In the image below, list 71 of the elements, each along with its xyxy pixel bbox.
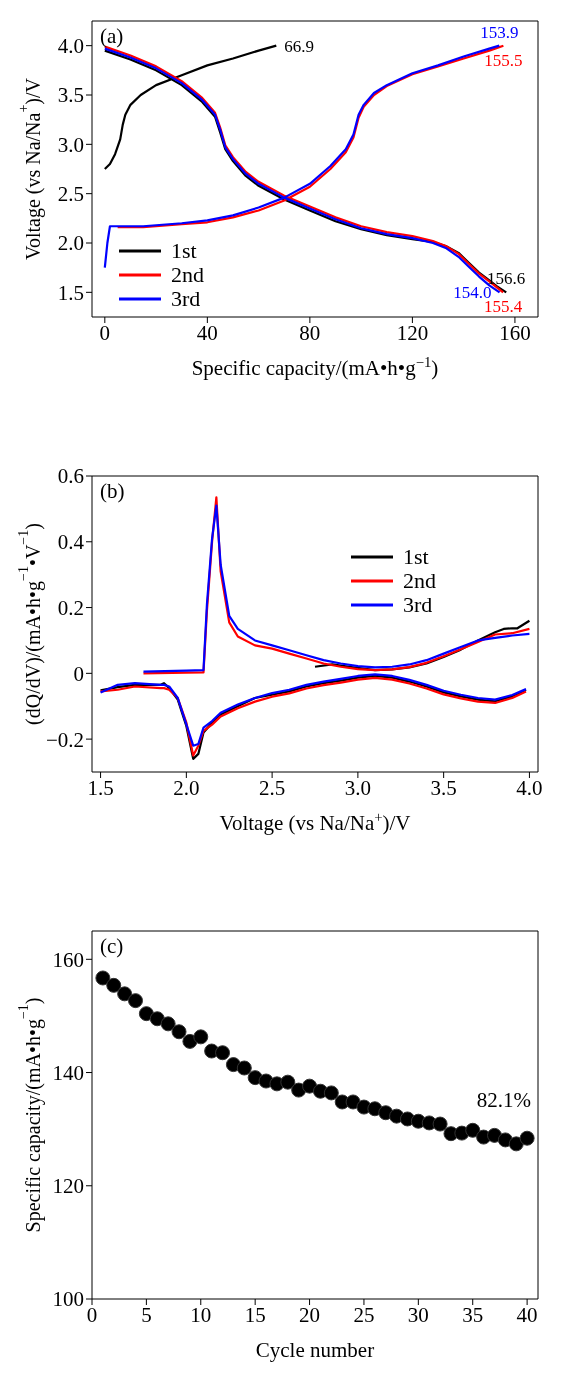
point [215,1045,231,1061]
point [128,993,144,1009]
annotation: (b) [100,479,125,504]
point [486,1127,502,1143]
point [323,1085,339,1101]
y-tick-label: 0.4 [57,530,85,555]
x-tick-label: 160 [499,320,531,345]
point [465,1122,481,1138]
y-tick-label: 3.5 [57,83,84,108]
point [508,1136,524,1152]
point [519,1130,535,1146]
x-axis-title: Voltage (vs Na/Na$^{+}$)/V [219,809,411,835]
y-tick-label: 3.0 [57,132,84,157]
y-tick-label: 0 [73,661,84,686]
x-tick-label: 35 [462,1302,484,1327]
x-tick-label: 4.0 [516,775,543,800]
point [138,1006,154,1022]
y-tick-label: 2.5 [57,182,84,207]
legend-label: 3rd [171,286,201,312]
legend-label: 2nd [171,262,204,288]
y-tick-label: −0.2 [45,727,84,752]
annotation: 155.5 [484,50,523,70]
x-tick-label: 40 [196,320,218,345]
x-tick-label: 10 [190,1302,212,1327]
x-tick-label: 120 [396,320,429,345]
legend-label: 1st [171,238,197,264]
y-tick-label: 120 [52,1174,84,1199]
x-tick-label: 0 [99,320,111,345]
annotation: 82.1% [476,1088,531,1113]
point [171,1024,187,1040]
x-tick-label: 20 [299,1302,321,1327]
x-tick-label: 30 [407,1302,429,1327]
x-tick-label: 15 [244,1302,266,1327]
annotation: 66.9 [284,36,315,56]
x-tick-label: 40 [516,1302,538,1327]
y-tick-label: 140 [52,1060,84,1085]
point [117,986,133,1002]
x-tick-label: 2.5 [258,775,286,800]
annotation: (c) [100,934,124,959]
x-axis-title: Cycle number [255,1338,375,1362]
point [432,1116,448,1132]
point [280,1074,296,1090]
point [193,1029,209,1045]
legend-label: 2nd [403,568,436,594]
x-axis-title: Specific capacity/(mA•h•g$^{−1}$) [191,354,439,380]
y-tick-label: 4.0 [57,34,84,59]
point [149,1011,165,1027]
annotation: (a) [100,24,124,49]
x-tick-label: 2.0 [173,775,200,800]
x-tick-label: 1.5 [87,775,114,800]
point [236,1060,252,1076]
point [497,1132,513,1148]
x-tick-label: 80 [299,320,321,345]
y-tick-label: 0.6 [57,464,84,489]
y-tick-label: 0.2 [57,596,84,621]
legend-label: 1st [403,544,429,570]
y-tick-label: 2.0 [57,231,84,256]
x-tick-label: 3.0 [344,775,372,800]
legend-label: 3rd [403,592,433,618]
x-tick-label: 3.5 [430,775,457,800]
y-tick-label: 160 [52,947,84,972]
x-tick-label: 25 [353,1302,375,1327]
point [95,970,111,986]
annotation: 153.9 [480,22,519,42]
x-tick-label: 5 [141,1302,152,1327]
y-tick-label: 1.5 [57,280,84,305]
annotation: 155.4 [484,297,523,317]
point [160,1016,176,1032]
point [345,1094,361,1110]
y-tick-label: 100 [52,1287,84,1312]
point [106,977,122,993]
